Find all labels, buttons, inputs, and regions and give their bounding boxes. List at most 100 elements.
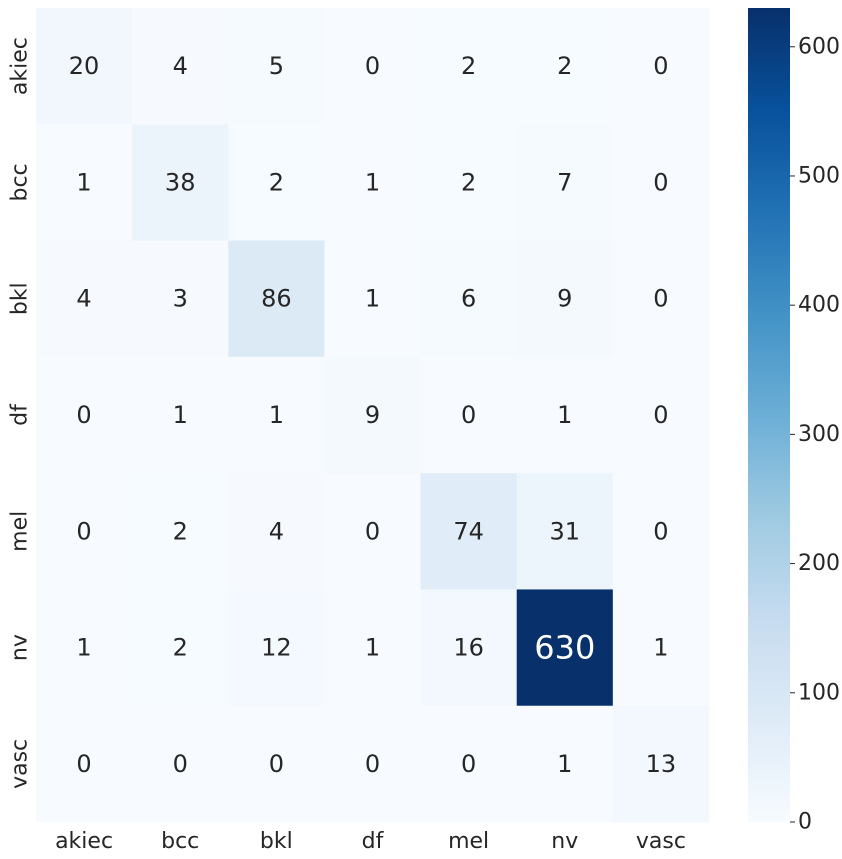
heatmap-cell [228, 124, 325, 242]
cell-value-label: 0 [76, 750, 91, 778]
cell-value-label: 630 [534, 629, 595, 667]
cell-value-label: 1 [365, 168, 380, 196]
y-tick-label: nv [8, 634, 33, 661]
colorbar-tick-label: 100 [798, 680, 840, 705]
colorbar-tick-label: 300 [798, 422, 840, 447]
heatmap-cell [36, 589, 133, 707]
cell-value-label: 16 [453, 634, 484, 662]
cell-value-label: 0 [653, 285, 668, 313]
heatmap-cell [612, 589, 710, 707]
heatmap-cell [516, 705, 614, 823]
heatmap-cell [612, 473, 710, 590]
cell-value-label: 2 [269, 168, 284, 196]
x-tick-label: df [362, 829, 385, 854]
colorbar-tick-label: 200 [798, 551, 840, 576]
cell-value-label: 38 [165, 168, 196, 196]
heatmap-cells: 20 4 5 0 2 2 01 38 2 1 2 7 04 3 86 1 6 9 00 1 1 9 0 1 00 2 4 0 74 31 0… [36, 8, 710, 823]
heatmap-cell [516, 240, 614, 358]
heatmap-cell [612, 240, 710, 358]
cell-value-label: 9 [365, 401, 380, 429]
heatmap-cell [36, 8, 133, 125]
cell-value-label: 31 [549, 517, 580, 545]
x-tick-label: nv [551, 829, 578, 854]
heatmap-cell [420, 473, 518, 590]
heatmap-cell [324, 473, 422, 590]
cell-value-label: 0 [173, 750, 188, 778]
cell-value-label: 0 [365, 517, 380, 545]
heatmap-cell [36, 124, 133, 242]
heatmap-cell [228, 589, 325, 707]
heatmap-cell [324, 356, 422, 474]
heatmap-cell [228, 240, 325, 358]
cell-value-label: 1 [365, 285, 380, 313]
cell-value-label: 6 [461, 285, 476, 313]
cell-value-label: 12 [261, 634, 292, 662]
heatmap-cell [132, 589, 229, 707]
heatmap-cell [36, 240, 133, 358]
heatmap-cell [36, 473, 133, 590]
heatmap-cell [324, 8, 422, 125]
y-tick-label: bcc [8, 163, 33, 201]
cell-value-label: 0 [653, 517, 668, 545]
x-tick-labels: akiec bcc bkl df mel nv vasc [55, 829, 686, 854]
heatmap-cell [516, 589, 614, 707]
heatmap-cell [612, 8, 710, 125]
heatmap-cell [132, 473, 229, 590]
cell-value-label: 0 [461, 401, 476, 429]
heatmap-cell [420, 240, 518, 358]
y-tick-label: bkl [8, 282, 33, 315]
heatmap-cell [516, 124, 614, 242]
x-tick-label: mel [448, 829, 489, 854]
heatmap-cell [612, 356, 710, 474]
cell-value-label: 1 [653, 634, 668, 662]
heatmap-cell [420, 124, 518, 242]
cell-value-label: 2 [461, 168, 476, 196]
heatmap-cell [516, 473, 614, 590]
heatmap-cell [516, 356, 614, 474]
y-tick-label: vasc [8, 739, 33, 789]
heatmap-cell [516, 8, 614, 125]
cell-value-label: 0 [653, 401, 668, 429]
cell-value-label: 0 [76, 401, 91, 429]
x-tick-label: akiec [55, 829, 113, 854]
heatmap-cell [612, 705, 710, 823]
cell-value-label: 0 [461, 750, 476, 778]
cell-value-label: 1 [557, 401, 572, 429]
cell-value-label: 1 [269, 401, 284, 429]
heatmap-cell [420, 705, 518, 823]
heatmap-cell [324, 124, 422, 242]
colorbar-tick-label: 600 [798, 34, 840, 59]
cell-value-label: 1 [365, 634, 380, 662]
heatmap-cell [228, 705, 325, 823]
heatmap-cell [132, 705, 229, 823]
cell-value-label: 1 [76, 634, 91, 662]
cell-value-label: 13 [646, 750, 677, 778]
cell-value-label: 0 [365, 52, 380, 80]
heatmap-cell [420, 589, 518, 707]
y-tick-label: df [8, 403, 33, 426]
heatmap-cell [420, 356, 518, 474]
heatmap-cell [612, 124, 710, 242]
heatmap-cell [420, 8, 518, 125]
cell-value-label: 4 [173, 52, 188, 80]
cell-value-label: 2 [173, 634, 188, 662]
cell-value-label: 4 [269, 517, 284, 545]
heatmap-cell [132, 240, 229, 358]
cell-value-label: 86 [261, 285, 292, 313]
x-tick-label: bkl [260, 829, 293, 854]
cell-value-label: 1 [557, 750, 572, 778]
heatmap-cell [228, 8, 325, 125]
y-tick-label: mel [8, 511, 33, 552]
cell-value-label: 20 [69, 52, 100, 80]
cell-value-label: 1 [173, 401, 188, 429]
cell-value-label: 2 [557, 52, 572, 80]
colorbar-tick-label: 400 [798, 293, 840, 318]
x-tick-label: bcc [161, 829, 199, 854]
heatmap-cell [132, 356, 229, 474]
cell-value-label: 0 [269, 750, 284, 778]
heatmap-cell [324, 589, 422, 707]
heatmap-cell [228, 473, 325, 590]
cell-value-label: 1 [76, 168, 91, 196]
cell-value-label: 0 [365, 750, 380, 778]
